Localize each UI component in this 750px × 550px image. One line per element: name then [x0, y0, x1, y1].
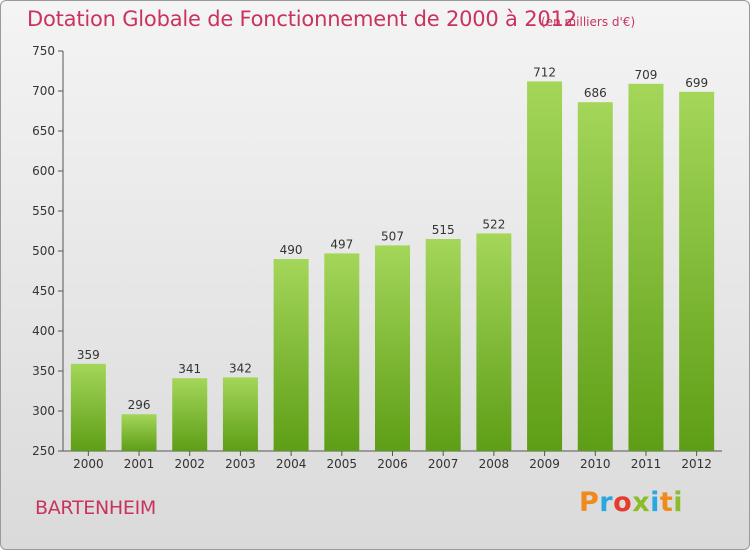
bar-value-label: 699 [685, 76, 708, 90]
x-tick-label: 2000 [73, 457, 104, 471]
x-tick-label: 2002 [174, 457, 205, 471]
bar-value-label: 359 [77, 348, 100, 362]
bar [425, 239, 461, 451]
bar [273, 259, 309, 451]
logo-letter: t [659, 487, 674, 518]
chart-title: Dotation Globale de Fonctionnement de 20… [27, 7, 577, 31]
logo-letter: o [613, 487, 633, 518]
x-tick-label: 2008 [479, 457, 510, 471]
x-tick-label: 2007 [428, 457, 459, 471]
bar [324, 253, 360, 451]
bar [222, 377, 258, 451]
bar-value-label: 507 [381, 229, 404, 243]
y-tick-label: 550 [32, 204, 55, 218]
x-tick-label: 2010 [580, 457, 611, 471]
logo-letter: x [632, 487, 651, 518]
bar [527, 81, 563, 452]
y-tick-label: 300 [32, 404, 55, 418]
y-tick-label: 700 [32, 84, 55, 98]
bar-value-label: 497 [330, 237, 353, 251]
logo-letter: i [673, 487, 684, 518]
y-tick-label: 600 [32, 164, 55, 178]
logo-letter: P [579, 487, 600, 518]
bar-value-label: 341 [178, 362, 201, 376]
bar-value-label: 515 [432, 223, 455, 237]
bar [70, 363, 106, 451]
x-tick-label: 2005 [327, 457, 358, 471]
x-tick-label: 2004 [276, 457, 307, 471]
bar-value-label: 712 [533, 65, 556, 79]
y-tick-label: 500 [32, 244, 55, 258]
bar-value-label: 522 [482, 217, 505, 231]
x-tick-label: 2009 [529, 457, 560, 471]
plot-area: 250 300 350 400 450 500 550 600 650 700 750 359 2000… [32, 44, 722, 471]
y-tick-label: 650 [32, 124, 55, 138]
bar [375, 245, 410, 451]
bar-value-label: 686 [584, 86, 607, 100]
bar [628, 83, 664, 452]
y-tick-label: 750 [32, 44, 55, 58]
bar-value-label: 709 [635, 68, 658, 82]
chart-subtitle: (en milliers d'€) [541, 15, 636, 29]
bar-value-label: 342 [229, 361, 252, 375]
x-tick-label: 2012 [681, 457, 712, 471]
bar [476, 233, 512, 451]
bar-value-label: 490 [280, 243, 303, 257]
y-tick-label: 450 [32, 284, 55, 298]
bar [577, 102, 613, 451]
x-tick-label: 2006 [377, 457, 408, 471]
x-tick-label: 2011 [631, 457, 662, 471]
bar [121, 414, 157, 451]
y-tick-label: 350 [32, 364, 55, 378]
y-tick-label: 400 [32, 324, 55, 338]
logo-letter: i [650, 487, 660, 518]
y-tick-label: 250 [32, 444, 55, 458]
bar [679, 91, 715, 452]
bar [172, 378, 208, 451]
x-tick-label: 2001 [124, 457, 155, 471]
proxiti-logo: Proxiti [579, 487, 683, 518]
commune-name: BARTENHEIM [35, 497, 156, 519]
x-tick-label: 2003 [225, 457, 256, 471]
logo-letter: r [599, 487, 614, 518]
bar-value-label: 296 [128, 398, 151, 412]
